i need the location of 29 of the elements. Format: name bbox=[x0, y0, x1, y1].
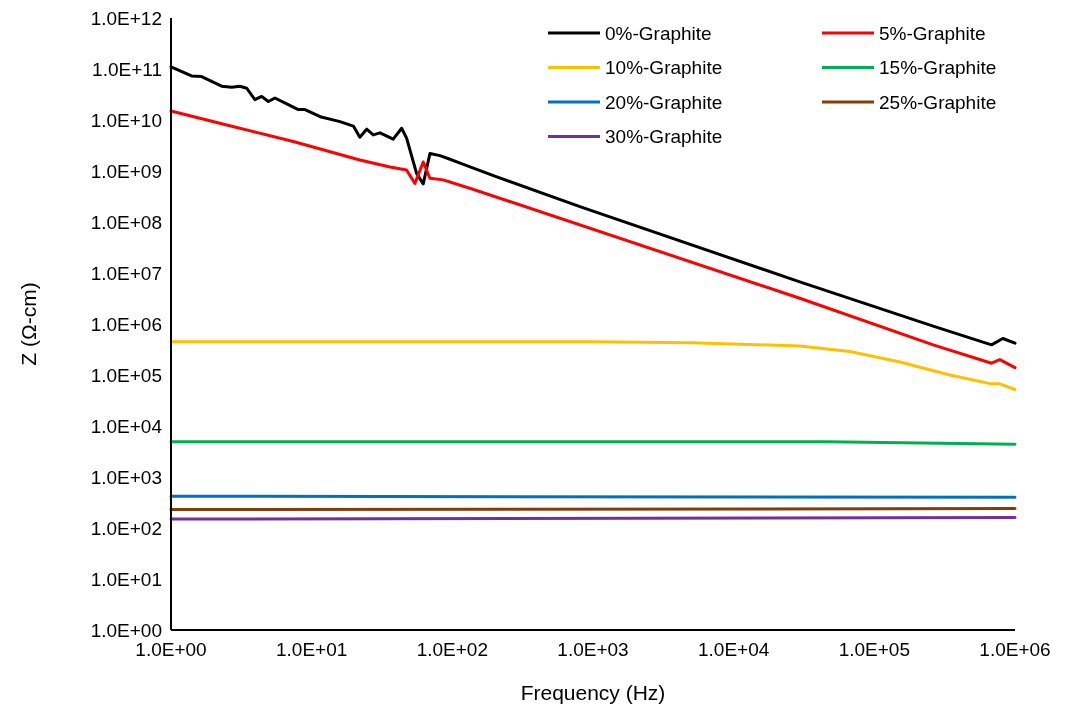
legend-label: 30%-Graphite bbox=[605, 126, 723, 147]
y-tick-label: 1.0E+03 bbox=[90, 466, 162, 488]
legend-label: 5%-Graphite bbox=[879, 22, 986, 44]
y-tick-label: 1.0E+06 bbox=[90, 313, 162, 335]
y-axis-title: Z (Ω-cm) bbox=[17, 282, 40, 366]
x-axis-title: Frequency (Hz) bbox=[520, 681, 666, 704]
x-tick-label: 1.0E+03 bbox=[557, 639, 629, 660]
y-tick-label: 1.0E+10 bbox=[90, 109, 162, 131]
x-tick-label: 1.0E+00 bbox=[135, 639, 207, 660]
y-tick-label: 1.0E+04 bbox=[90, 415, 163, 437]
x-tick-label: 1.0E+01 bbox=[276, 639, 348, 660]
y-tick-label: 1.0E+07 bbox=[90, 262, 162, 284]
y-tick-label: 1.0E+00 bbox=[90, 619, 162, 641]
y-tick-label: 1.0E+02 bbox=[90, 517, 162, 539]
y-tick-label: 1.0E+08 bbox=[90, 211, 162, 233]
legend-label: 25%-Graphite bbox=[879, 91, 997, 113]
legend-label: 20%-Graphite bbox=[605, 91, 723, 113]
y-tick-label: 1.0E+01 bbox=[90, 568, 162, 590]
x-tick-label: 1.0E+04 bbox=[698, 639, 770, 660]
x-tick-label: 1.0E+05 bbox=[838, 639, 910, 660]
y-tick-label: 1.0E+11 bbox=[92, 58, 162, 80]
y-tick-label: 1.0E+12 bbox=[90, 7, 162, 29]
legend-label: 0%-Graphite bbox=[605, 22, 712, 44]
y-tick-label: 1.0E+05 bbox=[90, 364, 162, 386]
y-tick-label: 1.0E+09 bbox=[90, 160, 162, 182]
legend-label: 15%-Graphite bbox=[879, 57, 997, 78]
x-tick-label: 1.0E+06 bbox=[979, 639, 1051, 660]
x-tick-label: 1.0E+02 bbox=[416, 639, 488, 660]
legend-label: 10%-Graphite bbox=[605, 57, 723, 78]
